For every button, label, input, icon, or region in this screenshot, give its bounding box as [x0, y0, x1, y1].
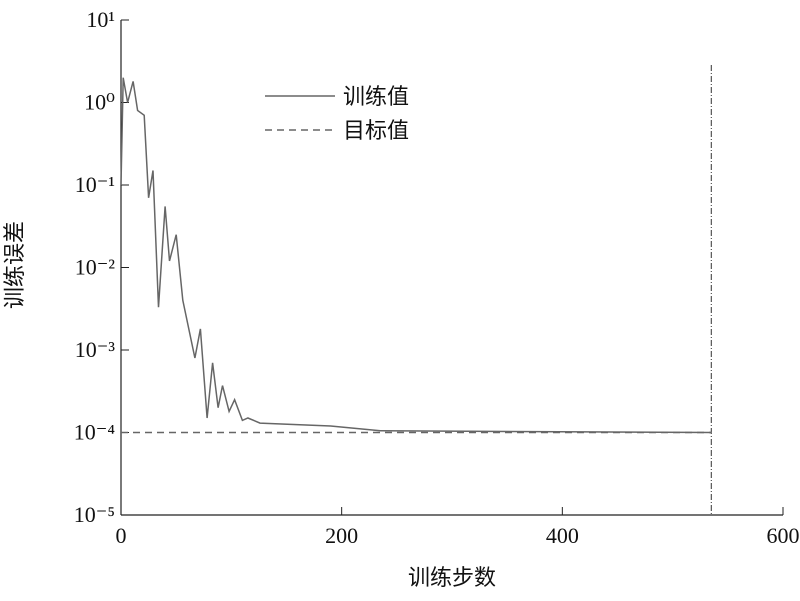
- x-tick-label: 200: [325, 523, 358, 548]
- x-tick-label: 600: [767, 523, 800, 548]
- y-tick-label: 10⁰: [84, 90, 115, 115]
- y-tick-label: 10⁻⁵: [74, 502, 115, 527]
- y-tick-label: 10⁻¹: [75, 172, 115, 197]
- y-tick-label: 10⁻³: [75, 337, 116, 362]
- x-tick-label: 0: [116, 523, 127, 548]
- y-tick-label: 10⁻⁴: [74, 420, 116, 445]
- y-tick-label: 10⁻²: [75, 255, 116, 280]
- legend-label: 训练值: [343, 84, 409, 109]
- x-axis-label: 训练步数: [408, 565, 496, 590]
- series-line: [120, 77, 712, 434]
- y-tick-label: 10¹: [86, 7, 115, 32]
- legend-label: 目标值: [343, 118, 409, 143]
- y-axis-label: 训练误差: [2, 221, 27, 309]
- x-tick-label: 400: [546, 523, 579, 548]
